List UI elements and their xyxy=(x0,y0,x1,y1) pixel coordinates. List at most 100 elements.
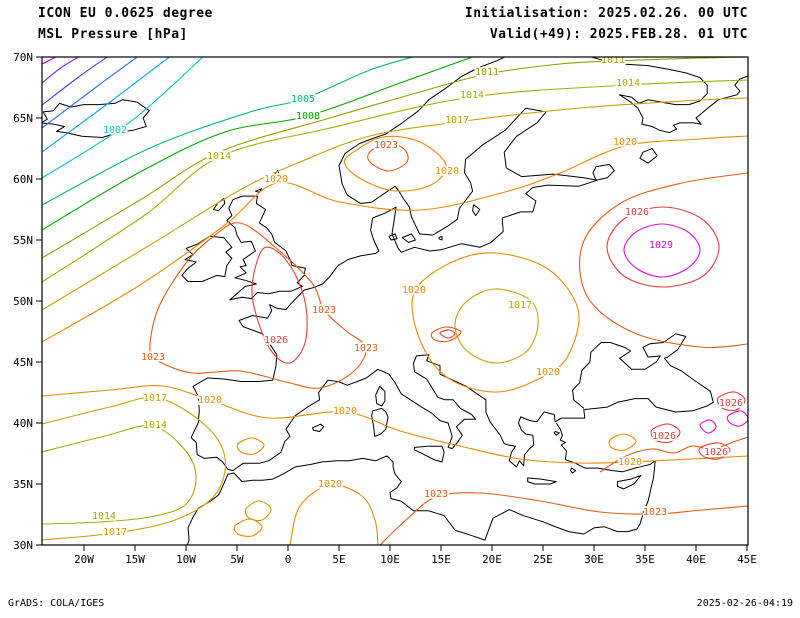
isobar-label-1017: 1017 xyxy=(143,393,167,404)
lon-tick-label: 20W xyxy=(74,553,94,566)
isobar-label-1020: 1020 xyxy=(264,174,288,185)
coastlines-layer xyxy=(42,57,748,545)
isobar-1008 xyxy=(42,57,475,231)
coastline-iceland xyxy=(42,99,150,138)
lat-tick-label: 70N xyxy=(13,51,33,64)
lat-tick-label: 50N xyxy=(13,295,33,308)
isobar-label-1005: 1005 xyxy=(291,94,315,105)
isobar-1029 xyxy=(726,410,748,427)
isobar-1020 xyxy=(42,135,748,343)
isobar-label-1026: 1026 xyxy=(625,207,649,218)
isobar-labels-layer: 1002 1005 1008 1011 1011 1014 1014 1014 1017 1020… xyxy=(90,55,745,540)
isobar-label-1023: 1023 xyxy=(374,140,398,151)
isobar-label-1020: 1020 xyxy=(435,166,459,177)
coastline-kola-white-sea xyxy=(589,57,748,134)
isobar-label-1014: 1014 xyxy=(207,151,231,162)
isobar-label-1026: 1026 xyxy=(704,447,728,458)
model-title: ICON EU 0.0625 degree xyxy=(38,6,213,21)
isobar-1023 xyxy=(430,326,462,343)
isobar-label-1014: 1014 xyxy=(460,90,484,101)
lat-tick-label: 65N xyxy=(13,112,33,125)
isobar-label-1020: 1020 xyxy=(536,367,560,378)
coastline-gotland xyxy=(472,204,481,217)
lon-tick-label: 10E xyxy=(380,553,400,566)
isobar-1020 xyxy=(411,252,580,393)
isobar-1014 xyxy=(42,79,748,283)
isobar-1017 xyxy=(244,500,272,522)
lon-tick-label: 40E xyxy=(686,553,706,566)
isobar-1023 xyxy=(149,222,367,389)
lat-tick-label: 45N xyxy=(13,356,33,369)
isobar-1026 xyxy=(698,442,731,460)
coastline-corsica xyxy=(375,385,386,407)
isobar-label-1002: 1002 xyxy=(103,125,127,136)
isobar-label-1023: 1023 xyxy=(312,305,336,316)
isobar-1020 xyxy=(289,484,379,545)
isobar-label-1020: 1020 xyxy=(333,406,357,417)
coastline-lesbos xyxy=(553,431,560,436)
lat-tick-label: 40N xyxy=(13,417,33,430)
isobar-label-1020: 1020 xyxy=(613,137,637,148)
grads-credit: GrADS: COLA/IGES xyxy=(8,598,104,609)
isobar-label-1014: 1014 xyxy=(143,420,167,431)
isobar-label-1026: 1026 xyxy=(719,398,743,409)
isobar-label-1008: 1008 xyxy=(296,111,320,122)
isobar-label-1020: 1020 xyxy=(198,395,222,406)
map-layers: 1002 1005 1008 1011 1011 1014 1014 1014 1017 1020… xyxy=(13,51,757,566)
isobar-1005 xyxy=(42,57,415,206)
isobar-label-1014: 1014 xyxy=(92,511,116,522)
coastline-lake-onega xyxy=(639,148,658,164)
map-clip-group: 1002 1005 1008 1011 1011 1014 1014 1014 1017 1020… xyxy=(42,55,748,545)
lon-tick-label: 45E xyxy=(737,553,757,566)
axis-ticks: 70N 65N 60N 55N 50N 45N 40N 35N 30N 20W 15W 10W 5W 0 5… xyxy=(13,51,757,566)
isobar-label-1011: 1011 xyxy=(601,55,625,66)
isobar-993 xyxy=(42,57,109,106)
lat-tick-label: 35N xyxy=(13,478,33,491)
coastline-zealand xyxy=(401,233,416,243)
creation-timestamp: 2025-02-26-04:19 xyxy=(697,598,793,609)
isobar-label-1017: 1017 xyxy=(508,300,532,311)
isobar-1020 xyxy=(236,437,265,455)
isobars-layer xyxy=(42,57,748,545)
coastline-cyprus xyxy=(617,475,642,490)
isobar-1014 xyxy=(42,425,197,525)
init-time-label: Initialisation: 2025.02.26. 00 UTC xyxy=(465,6,748,21)
coastline-sardinia xyxy=(371,407,389,437)
isobar-1026 xyxy=(716,391,746,412)
isobar-1017 xyxy=(454,288,539,364)
isobar-996 xyxy=(42,57,139,129)
isobar-label-1017: 1017 xyxy=(445,115,469,126)
valid-time-label: Valid(+49): 2025.FEB.28. 01 UTC xyxy=(490,27,748,42)
coastline-mainland-europe xyxy=(190,57,714,472)
lon-tick-label: 5W xyxy=(230,553,244,566)
coastline-lake-ladoga xyxy=(592,163,615,181)
isobar-1017 xyxy=(42,97,748,311)
isobar-label-1023: 1023 xyxy=(424,489,448,500)
isobar-1026 xyxy=(650,423,681,444)
lat-tick-label: 55N xyxy=(13,234,33,247)
lon-tick-label: 15E xyxy=(431,553,451,566)
isobar-label-1023: 1023 xyxy=(643,507,667,518)
coastline-funen xyxy=(388,233,398,241)
isobar-1002 xyxy=(42,57,204,179)
isobar-1023 xyxy=(579,172,748,349)
isobar-1020 xyxy=(233,518,263,537)
isobar-1023 xyxy=(367,142,409,172)
isobar-1023 xyxy=(599,436,748,473)
lon-tick-label: 10W xyxy=(176,553,196,566)
coastline-orkney xyxy=(254,188,262,193)
field-title: MSL Pressure [hPa] xyxy=(38,27,188,42)
map-frame xyxy=(41,56,749,546)
isobar-label-1020: 1020 xyxy=(618,457,642,468)
isobar-1017 xyxy=(42,396,226,541)
coastline-bornholm xyxy=(438,235,443,241)
lon-tick-label: 0 xyxy=(285,553,292,566)
isobar-1011 xyxy=(42,57,748,259)
isobar-label-1023: 1023 xyxy=(141,352,165,363)
lon-tick-label: 20E xyxy=(482,553,502,566)
isobar-1020 xyxy=(42,385,748,464)
lon-tick-label: 30E xyxy=(584,553,604,566)
lon-tick-label: 15W xyxy=(125,553,145,566)
isobar-1029 xyxy=(623,223,701,278)
